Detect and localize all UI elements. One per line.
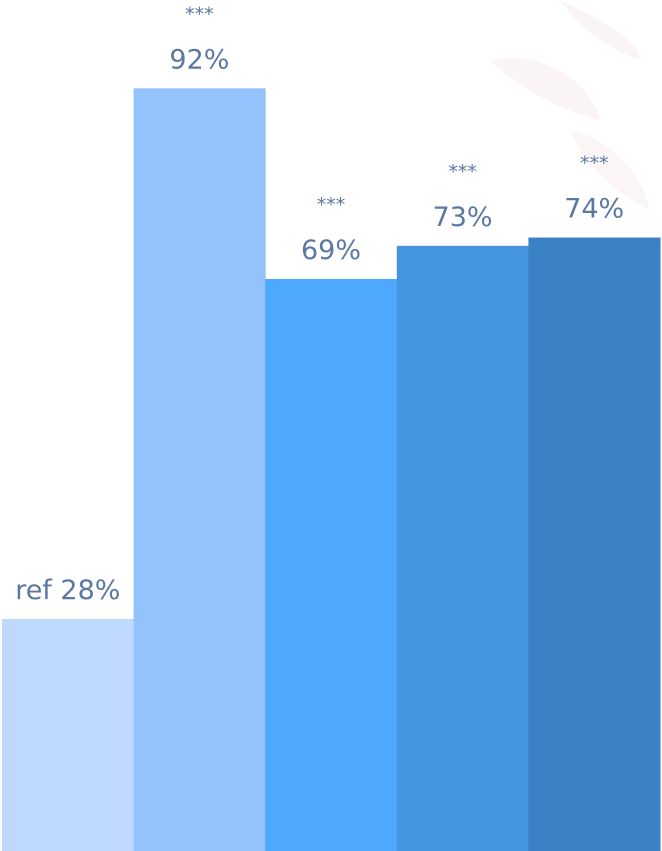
value-label: 74% <box>564 194 624 225</box>
value-label: 69% <box>301 235 361 266</box>
bar <box>2 618 135 851</box>
bar <box>528 237 661 851</box>
significance-label: *** <box>185 3 214 25</box>
value-label: 92% <box>169 44 229 75</box>
value-label: ref 28% <box>15 575 120 606</box>
background-decoration <box>490 0 650 210</box>
value-label: 73% <box>433 202 493 233</box>
bar <box>265 278 398 851</box>
bar <box>133 88 266 851</box>
bar <box>396 245 529 851</box>
significance-label: *** <box>448 161 477 183</box>
significance-label: *** <box>317 194 346 216</box>
significance-label: *** <box>580 153 609 175</box>
